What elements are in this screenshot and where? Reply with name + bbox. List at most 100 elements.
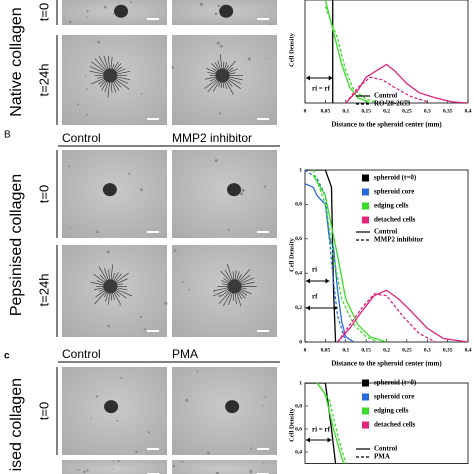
debris: [97, 40, 101, 44]
debris: [214, 12, 218, 16]
legend-swatch: [362, 174, 369, 182]
debris: [140, 93, 143, 95]
sprout: [110, 80, 113, 93]
sprout: [91, 77, 106, 85]
sprout: [226, 78, 241, 89]
sprout: [98, 55, 109, 72]
x-tick-label: 0,15: [361, 108, 371, 114]
debris: [222, 3, 224, 6]
debris: [90, 417, 92, 420]
sprout: [226, 263, 234, 282]
sprout: [113, 273, 122, 283]
series-line: [305, 170, 347, 342]
panel-letter: B: [4, 130, 11, 141]
debris: [217, 4, 220, 7]
x-tick-label: 0: [304, 108, 307, 114]
x-tick-label: 0,05: [321, 347, 331, 353]
debris: [262, 405, 264, 407]
debris: [85, 16, 88, 18]
sprout: [115, 287, 128, 291]
x-tick-label: 0,1: [342, 108, 349, 114]
debris: [129, 0, 133, 4]
legend-label: RO-28-2653: [374, 100, 411, 108]
y-tick-label: 1: [299, 380, 302, 386]
sprout: [94, 58, 108, 73]
sprout: [212, 79, 221, 92]
x-tick-label: 0,3: [424, 347, 431, 353]
debris: [86, 469, 89, 472]
sprout: [94, 289, 108, 305]
series-line: [345, 63, 468, 103]
series-line: [305, 183, 355, 342]
debris: [106, 250, 110, 254]
debris: [181, 460, 184, 463]
debris: [218, 112, 222, 115]
debris: [95, 395, 99, 398]
debris: [247, 57, 251, 61]
spheroid: [227, 183, 242, 197]
debris: [77, 468, 80, 471]
debris: [182, 281, 184, 284]
legend-label: detached cells: [374, 421, 416, 429]
debris: [96, 230, 99, 234]
material-label: Pepsinised collagen: [8, 174, 25, 316]
material-label: ised collagen: [8, 378, 25, 471]
y-axis-label: Cell Density: [288, 237, 295, 272]
sprout: [111, 80, 117, 93]
sprout: [218, 289, 232, 305]
debris: [207, 451, 210, 455]
x-tick-label: 0,05: [321, 108, 331, 114]
sprout: [114, 78, 130, 90]
sprout: [114, 272, 129, 284]
series-line: [337, 289, 468, 342]
x-tick-label: 0,15: [361, 347, 371, 353]
debris: [116, 419, 119, 422]
debris: [185, 398, 189, 402]
row-label: t=0: [36, 3, 51, 21]
sprout: [114, 77, 129, 84]
debris: [68, 165, 71, 168]
sprout: [225, 60, 236, 73]
column-label: MMP2 inhibitor: [172, 131, 252, 145]
debris: [216, 41, 220, 45]
debris: [84, 74, 87, 77]
sprout: [110, 264, 113, 282]
series-line: [305, 383, 337, 464]
sprout: [115, 70, 131, 75]
sprout: [93, 273, 107, 284]
sprout: [226, 77, 241, 84]
x-tick-label: 0,35: [443, 108, 453, 114]
x-axis-label: Distance to the spheroid center (mm): [331, 360, 442, 368]
debris: [120, 376, 123, 379]
sprout: [213, 287, 230, 292]
sprout: [112, 290, 121, 305]
sprout: [238, 288, 252, 295]
debris: [212, 247, 214, 249]
debris: [69, 20, 72, 24]
column-label: PMA: [172, 347, 198, 361]
micrograph: [172, 460, 277, 474]
spheroid: [104, 400, 119, 414]
annotation: ri = rf: [312, 85, 331, 93]
debris: [269, 23, 272, 25]
plot-frame: [304, 382, 469, 464]
spheroid: [227, 279, 242, 294]
x-tick-label: 0,1: [342, 347, 349, 353]
sprout: [101, 79, 109, 91]
debris: [196, 370, 199, 373]
sprout: [238, 277, 255, 285]
debris: [214, 159, 218, 163]
debris: [171, 66, 174, 69]
sprout: [115, 76, 131, 81]
debris: [219, 44, 223, 48]
sprout: [108, 291, 111, 305]
debris: [86, 9, 89, 13]
spheroid: [103, 68, 118, 83]
annotation: ri = rf: [312, 426, 331, 434]
y-tick-label: 0,6: [295, 426, 302, 432]
sprout: [114, 289, 127, 299]
row-label: t=24h: [36, 274, 51, 307]
series-line: [305, 170, 337, 342]
row-label: t=0: [36, 185, 51, 203]
debris: [85, 88, 88, 91]
